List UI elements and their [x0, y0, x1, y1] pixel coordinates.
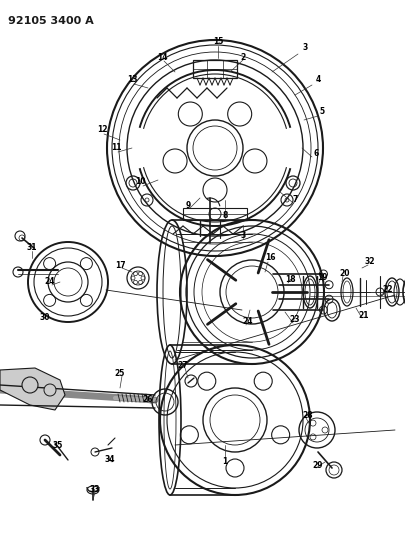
Text: 27: 27 — [178, 360, 188, 369]
Bar — [183, 208, 247, 220]
Text: 5: 5 — [320, 108, 324, 117]
Text: 8: 8 — [222, 211, 228, 220]
Text: 35: 35 — [53, 440, 63, 449]
Text: 7: 7 — [292, 196, 298, 205]
Polygon shape — [0, 368, 65, 410]
Text: 26: 26 — [143, 395, 153, 405]
Text: 11: 11 — [111, 143, 121, 152]
Bar — [193, 60, 237, 78]
Text: 10: 10 — [135, 177, 145, 187]
Text: 20: 20 — [340, 269, 350, 278]
Text: 14: 14 — [157, 52, 167, 61]
Circle shape — [44, 384, 56, 396]
Text: 25: 25 — [115, 368, 125, 377]
Text: 22: 22 — [383, 286, 393, 295]
Text: 92105 3400 A: 92105 3400 A — [8, 16, 94, 26]
Text: 23: 23 — [290, 316, 300, 325]
Text: 16: 16 — [265, 254, 275, 262]
Text: 24: 24 — [45, 278, 55, 287]
Text: 9: 9 — [185, 200, 191, 209]
Text: 4: 4 — [315, 76, 321, 85]
Text: 6: 6 — [313, 149, 319, 157]
Text: 2: 2 — [241, 52, 245, 61]
Circle shape — [22, 377, 38, 393]
Text: 1: 1 — [222, 457, 228, 466]
Text: 29: 29 — [313, 461, 323, 470]
Text: 17: 17 — [115, 261, 125, 270]
Text: 32: 32 — [365, 257, 375, 266]
Text: 34: 34 — [105, 456, 115, 464]
Text: 30: 30 — [40, 312, 50, 321]
Text: 33: 33 — [90, 486, 100, 495]
Text: 15: 15 — [213, 37, 223, 46]
Text: 28: 28 — [303, 410, 313, 419]
Text: 24: 24 — [243, 318, 253, 327]
Text: 13: 13 — [127, 76, 137, 85]
Text: 18: 18 — [285, 276, 295, 285]
Text: 31: 31 — [27, 244, 37, 253]
Text: 21: 21 — [359, 311, 369, 319]
Text: 3: 3 — [303, 44, 308, 52]
Text: 12: 12 — [97, 125, 107, 134]
Text: 3: 3 — [241, 231, 245, 240]
Text: 19: 19 — [317, 273, 327, 282]
